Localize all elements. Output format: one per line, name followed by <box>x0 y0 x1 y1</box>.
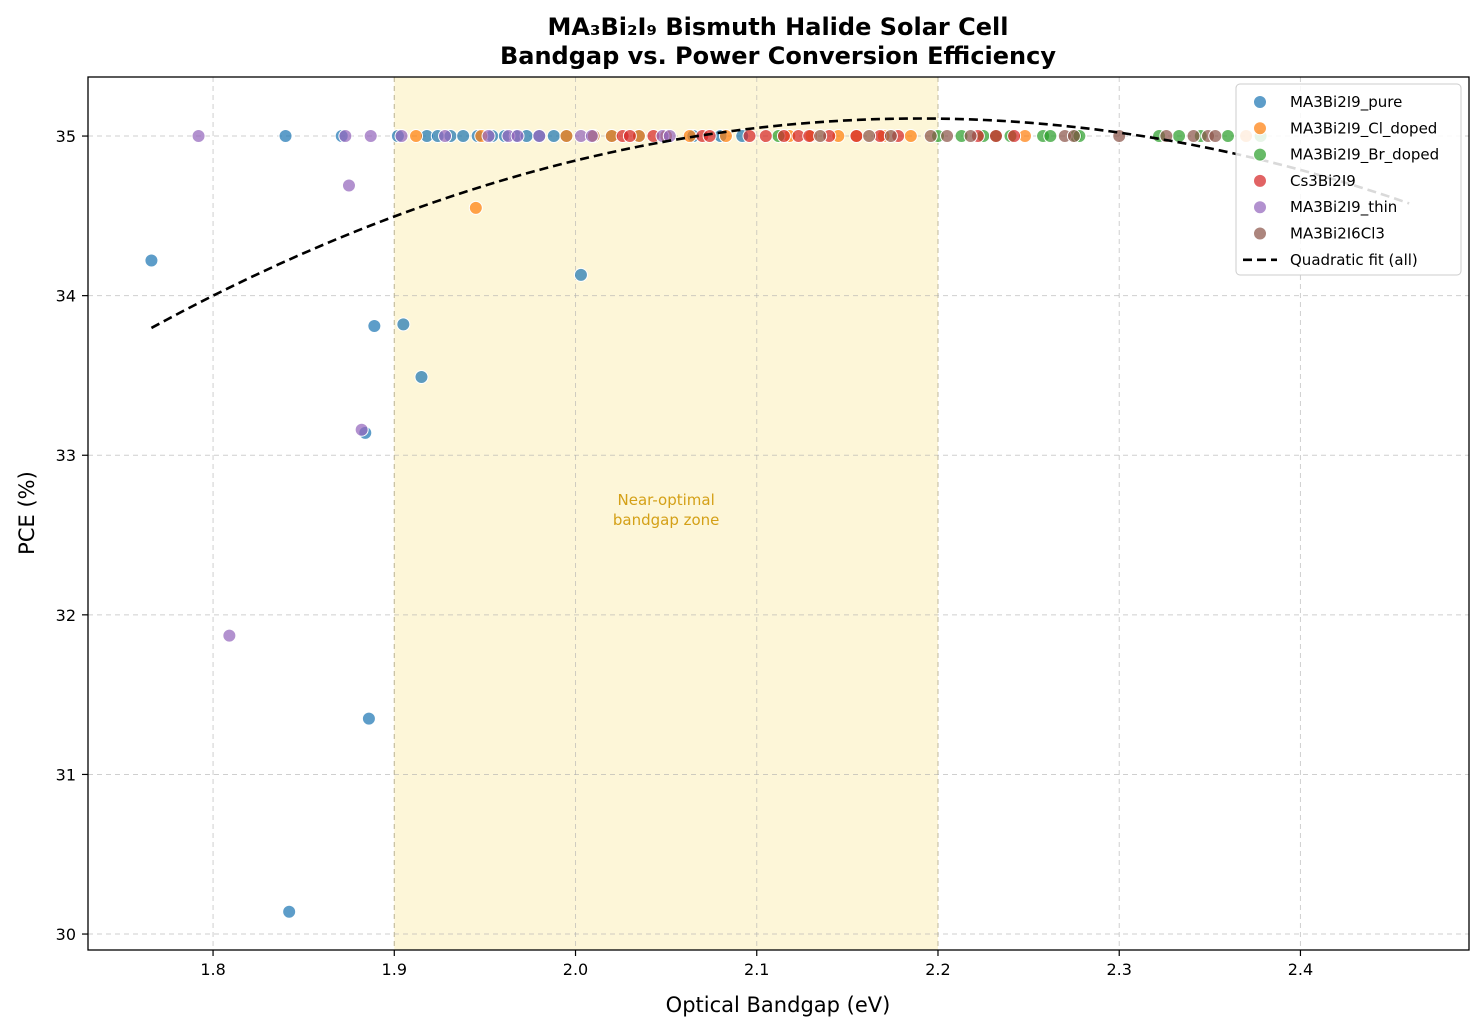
data-point-ma3bi2i9-thin <box>222 628 237 643</box>
x-tick-label: 1.8 <box>200 960 225 979</box>
legend-label-ma3bi2i9-cl-doped: MA3Bi2I9_Cl_doped <box>1290 119 1437 138</box>
data-point-ma3bi2i9-pure <box>144 253 159 268</box>
data-point-ma3bi2i9-cl-doped <box>559 129 574 144</box>
data-point-ma3bi2i6cl3 <box>862 129 877 144</box>
data-point-ma3bi2i6cl3 <box>940 129 955 144</box>
data-point-cs3bi2i9 <box>622 129 637 144</box>
legend-label-ma3bi2i9-thin: MA3Bi2I9_thin <box>1290 198 1397 217</box>
x-axis-label: Optical Bandgap (eV) <box>666 993 891 1017</box>
data-point-ma3bi2i9-thin <box>662 129 677 144</box>
data-point-ma3bi2i9-pure <box>367 318 382 333</box>
data-point-ma3bi2i9-thin <box>510 129 525 144</box>
legend-items: MA3Bi2I9_pure MA3Bi2I9_Cl_doped MA3Bi2I9_B… <box>1243 93 1439 269</box>
series-ma3bi2i6cl3 <box>813 129 1223 144</box>
y-tick-label: 32 <box>56 606 76 625</box>
data-point-ma3bi2i9-thin <box>532 129 547 144</box>
y-tick-label: 34 <box>56 287 76 306</box>
y-axis-label: PCE (%) <box>15 471 39 555</box>
data-point-ma3bi2i6cl3 <box>1159 129 1174 144</box>
y-tick-label: 31 <box>56 765 76 784</box>
data-point-ma3bi2i6cl3 <box>1208 129 1223 144</box>
legend-label-ma3bi2i6cl3: MA3Bi2I6Cl3 <box>1290 225 1385 243</box>
data-point-ma3bi2i9-thin <box>354 422 369 437</box>
data-point-cs3bi2i9 <box>988 129 1003 144</box>
tick-layer: 1.8 1.9 2.0 2.1 2.2 2.3 2.4 30 31 32 33 34 35 <box>56 127 1314 979</box>
data-point-ma3bi2i9-thin <box>438 129 453 144</box>
grid-layer <box>88 77 1469 950</box>
data-point-ma3bi2i9-pure <box>282 904 297 919</box>
data-point-ma3bi2i6cl3 <box>813 129 828 144</box>
x-tick-label: 1.9 <box>382 960 407 979</box>
legend-marker-ma3bi2i9-br-doped <box>1253 147 1267 162</box>
shade-layer <box>393 77 939 950</box>
x-tick-label: 2.3 <box>1106 960 1131 979</box>
legend: MA3Bi2I9_pure MA3Bi2I9_Cl_doped MA3Bi2I9_B… <box>1235 83 1462 276</box>
chart-title: MA₃Bi₂I₉ Bismuth Halide Solar Cell <box>548 13 1009 41</box>
data-point-ma3bi2i9-thin <box>481 129 496 144</box>
data-point-ma3bi2i9-pure <box>573 267 588 282</box>
data-point-ma3bi2i9-pure <box>361 711 376 726</box>
data-point-ma3bi2i9-thin <box>584 129 599 144</box>
x-tick-label: 2.4 <box>1288 960 1313 979</box>
data-point-cs3bi2i9 <box>758 129 773 144</box>
legend-marker-ma3bi2i9-cl-doped <box>1253 121 1267 136</box>
data-point-cs3bi2i9 <box>1007 129 1022 144</box>
shaded-bandgap-zone <box>394 77 938 950</box>
data-point-ma3bi2i6cl3 <box>923 129 938 144</box>
data-point-ma3bi2i6cl3 <box>1186 129 1201 144</box>
data-point-ma3bi2i9-br-doped <box>1220 129 1235 144</box>
shaded-zone-label-line: Near-optimal <box>618 491 715 509</box>
legend-marker-ma3bi2i9-thin <box>1253 200 1267 215</box>
annotation-layer: Near-optimal bandgap zone <box>613 491 720 529</box>
legend-frame <box>1235 83 1462 276</box>
data-point-cs3bi2i9 <box>702 129 717 144</box>
x-tick-label: 2.1 <box>744 960 769 979</box>
data-point-ma3bi2i9-pure <box>278 129 293 144</box>
x-tick-label: 2.0 <box>563 960 588 979</box>
data-point-cs3bi2i9 <box>849 129 864 144</box>
data-point-ma3bi2i9-pure <box>396 317 411 332</box>
data-point-ma3bi2i9-br-doped <box>1172 129 1187 144</box>
data-point-ma3bi2i9-cl-doped <box>409 129 424 144</box>
shaded-zone-label-line: bandgap zone <box>613 511 720 529</box>
y-tick-label: 30 <box>56 925 76 944</box>
plot-frame <box>87 76 1470 951</box>
data-point-ma3bi2i9-pure <box>456 129 471 144</box>
x-tick-label: 2.2 <box>925 960 950 979</box>
quadratic-fit-line <box>150 117 1410 330</box>
data-point-ma3bi2i9-cl-doped <box>903 129 918 144</box>
data-point-ma3bi2i9-pure <box>546 129 561 144</box>
data-point-ma3bi2i9-thin <box>394 129 409 144</box>
legend-marker-ma3bi2i6cl3 <box>1253 226 1267 241</box>
data-point-cs3bi2i9 <box>742 129 757 144</box>
legend-label-ma3bi2i9-br-doped: MA3Bi2I9_Br_doped <box>1290 146 1439 165</box>
data-point-ma3bi2i9-thin <box>338 129 353 144</box>
legend-marker-cs3bi2i9 <box>1253 173 1267 188</box>
data-point-ma3bi2i6cl3 <box>883 129 898 144</box>
data-point-ma3bi2i9-cl-doped <box>468 200 483 215</box>
legend-label-ma3bi2i9-pure: MA3Bi2I9_pure <box>1290 93 1402 112</box>
legend-label-cs3bi2i9: Cs3Bi2I9 <box>1290 172 1356 190</box>
y-tick-label: 33 <box>56 446 76 465</box>
legend-label-quadratic-fit: Quadratic fit (all) <box>1290 251 1418 269</box>
data-point-ma3bi2i6cl3 <box>1066 129 1081 144</box>
data-point-ma3bi2i6cl3 <box>963 129 978 144</box>
y-tick-label: 35 <box>56 127 76 146</box>
data-point-ma3bi2i9-thin <box>363 129 378 144</box>
legend-marker-ma3bi2i9-pure <box>1253 95 1267 109</box>
data-point-ma3bi2i9-thin <box>341 178 356 193</box>
fit-layer <box>150 117 1410 330</box>
data-point-ma3bi2i9-br-doped <box>1043 129 1058 144</box>
chart-subtitle: Bandgap vs. Power Conversion Efficiency <box>500 42 1056 70</box>
data-point-cs3bi2i9 <box>776 129 791 144</box>
points-layer <box>144 129 1268 919</box>
data-point-ma3bi2i9-thin <box>191 129 206 144</box>
data-point-ma3bi2i9-pure <box>414 370 429 385</box>
series-ma3bi2i9-thin <box>191 129 677 643</box>
